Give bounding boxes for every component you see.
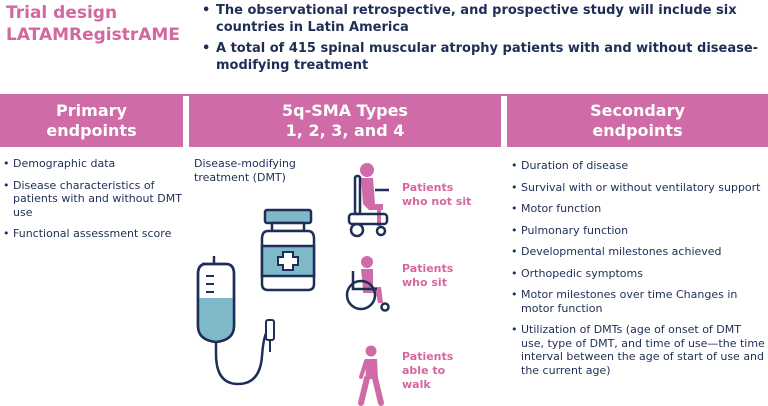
types-header-line-2: 1, 2, 3, and 4	[285, 121, 405, 140]
secondary-endpoint-item: Pulmonary function	[511, 224, 766, 238]
patient-group-line: Patients	[402, 350, 454, 363]
types-header-line-1: 5q-SMA Types	[282, 101, 408, 120]
sma-types-header: 5q-SMA Types 1, 2, 3, and 4	[189, 95, 501, 147]
secondary-endpoint-item: Survival with or without ventilatory sup…	[511, 181, 766, 195]
secondary-endpoints-header: Secondary endpoints	[507, 95, 768, 147]
secondary-endpoint-item: Motor function	[511, 202, 766, 216]
secondary-header-line-2: endpoints	[592, 121, 683, 140]
dmt-label-line-1: Disease-modifying	[194, 157, 296, 170]
primary-endpoint-item: Demographic data	[3, 157, 183, 171]
patient-group-line: who not sit	[402, 195, 472, 208]
secondary-header-line-1: Secondary	[590, 101, 685, 120]
patient-group-line: who sit	[402, 276, 447, 289]
primary-endpoints-list: Demographic data Disease characteristics…	[3, 157, 183, 249]
secondary-endpoint-item: Orthopedic symptoms	[511, 267, 766, 281]
person-in-wheelchair-icon	[345, 256, 390, 312]
title-line-2: LATAMRegistrAME	[6, 25, 180, 45]
patient-group-line: walk	[402, 378, 431, 391]
dmt-label: Disease-modifying treatment (DMT)	[194, 157, 296, 185]
intro-list: The observational retrospective, and pro…	[202, 2, 762, 78]
primary-header-line-1: Primary	[56, 101, 127, 120]
secondary-endpoints-list: Duration of disease Survival with or wit…	[511, 159, 766, 385]
primary-endpoints-header: Primary endpoints	[0, 95, 183, 147]
secondary-endpoint-item: Developmental milestones achieved	[511, 245, 766, 259]
patient-group-line: Patients	[402, 262, 454, 275]
medicine-bottle-icon	[260, 208, 316, 292]
patient-group-sit: Patients who sit	[402, 262, 453, 290]
patient-group-walk: Patients able to walk	[402, 350, 453, 392]
patient-group-line: able to	[402, 364, 446, 377]
person-in-powered-wheelchair-icon	[347, 163, 389, 238]
trial-design-title: Trial design LATAMRegistrAME	[6, 2, 180, 46]
walking-person-icon	[358, 345, 384, 406]
title-line-1: Trial design	[6, 3, 118, 23]
intro-item: A total of 415 spinal muscular atrophy p…	[202, 40, 762, 74]
intro-item: The observational retrospective, and pro…	[202, 2, 762, 36]
dmt-label-line-2: treatment (DMT)	[194, 171, 286, 184]
secondary-endpoint-item: Motor milestones over time Changes in mo…	[511, 288, 766, 315]
primary-header-line-2: endpoints	[46, 121, 137, 140]
primary-endpoint-item: Disease characteristics of patients with…	[3, 179, 183, 220]
primary-endpoint-item: Functional assessment score	[3, 227, 183, 241]
secondary-endpoint-item: Utilization of DMTs (age of onset of DMT…	[511, 323, 766, 377]
patient-group-line: Patients	[402, 181, 454, 194]
secondary-endpoint-item: Duration of disease	[511, 159, 766, 173]
iv-bag-icon	[196, 256, 275, 386]
patient-group-not-sit: Patients who not sit	[402, 181, 471, 209]
